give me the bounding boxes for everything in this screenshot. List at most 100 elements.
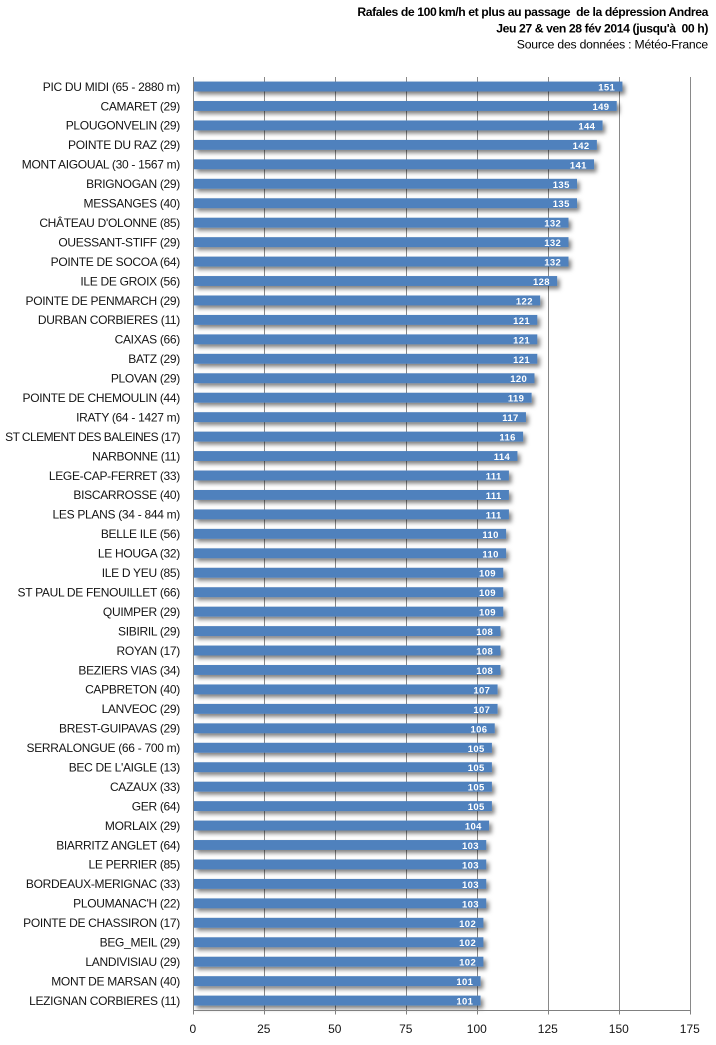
svg-text:117: 117 <box>502 413 518 424</box>
svg-text:121: 121 <box>513 335 530 346</box>
svg-text:0: 0 <box>189 1022 196 1036</box>
svg-text:LEZIGNAN CORBIERES (11): LEZIGNAN CORBIERES (11) <box>29 994 180 1008</box>
svg-text:109: 109 <box>479 588 496 599</box>
svg-text:141: 141 <box>570 160 587 171</box>
svg-text:122: 122 <box>516 296 533 307</box>
svg-text:BELLE ILE (56): BELLE ILE (56) <box>101 527 180 541</box>
svg-text:ST CLEMENT DES BALEINES (17): ST CLEMENT DES BALEINES (17) <box>5 430 180 444</box>
svg-text:50: 50 <box>328 1022 342 1036</box>
svg-text:Source des données : Météo-Fra: Source des données : Météo-France <box>517 38 709 52</box>
svg-text:LE PERRIER (85): LE PERRIER (85) <box>88 858 180 872</box>
svg-text:CAMARET (29): CAMARET (29) <box>100 99 180 113</box>
svg-text:CAIXAS (66): CAIXAS (66) <box>115 333 181 347</box>
svg-text:108: 108 <box>476 666 493 677</box>
svg-text:102: 102 <box>459 938 476 949</box>
svg-text:110: 110 <box>482 549 498 560</box>
svg-text:ILE D YEU (85): ILE D YEU (85) <box>102 566 181 580</box>
svg-text:108: 108 <box>476 627 493 638</box>
svg-text:MESSANGES (40): MESSANGES (40) <box>84 197 181 211</box>
svg-text:ST PAUL DE FENOUILLET (66): ST PAUL DE FENOUILLET (66) <box>18 585 181 599</box>
svg-text:BRIGNOGAN (29): BRIGNOGAN (29) <box>86 177 180 191</box>
svg-text:135: 135 <box>553 180 570 191</box>
svg-text:LES PLANS (34 - 844 m): LES PLANS (34 - 844 m) <box>53 508 181 522</box>
svg-text:111: 111 <box>486 510 502 521</box>
svg-text:111: 111 <box>486 471 502 482</box>
svg-text:BATZ (29): BATZ (29) <box>128 352 180 366</box>
svg-text:SIBIRIL (29): SIBIRIL (29) <box>118 624 180 638</box>
svg-text:100: 100 <box>467 1022 487 1036</box>
svg-text:Rafales de 100 km/h et plus au: Rafales de 100 km/h et plus au passage d… <box>357 5 708 19</box>
svg-text:128: 128 <box>533 277 550 288</box>
svg-text:142: 142 <box>573 141 590 152</box>
svg-text:109: 109 <box>479 608 496 619</box>
svg-text:106: 106 <box>471 724 488 735</box>
svg-text:120: 120 <box>510 374 527 385</box>
svg-text:ILE DE GROIX (56): ILE DE GROIX (56) <box>80 274 180 288</box>
svg-text:107: 107 <box>473 705 490 716</box>
svg-text:102: 102 <box>459 919 476 930</box>
svg-text:132: 132 <box>544 238 561 249</box>
svg-text:25: 25 <box>257 1022 271 1036</box>
svg-text:CAZAUX (33): CAZAUX (33) <box>110 780 180 794</box>
svg-text:PLOUGONVELIN (29): PLOUGONVELIN (29) <box>66 119 181 133</box>
svg-text:MONT DE MARSAN (40): MONT DE MARSAN (40) <box>51 974 180 988</box>
svg-text:151: 151 <box>598 83 615 94</box>
svg-text:POINTE DU RAZ (29): POINTE DU RAZ (29) <box>68 138 180 152</box>
svg-text:MORLAIX (29): MORLAIX (29) <box>105 819 180 833</box>
svg-text:BORDEAUX-MERIGNAC (33): BORDEAUX-MERIGNAC (33) <box>26 877 180 891</box>
svg-text:121: 121 <box>513 355 530 366</box>
svg-text:GER (64): GER (64) <box>132 799 181 813</box>
svg-text:BIARRITZ ANGLET (64): BIARRITZ ANGLET (64) <box>56 838 180 852</box>
svg-text:POINTE DE CHEMOULIN (44): POINTE DE CHEMOULIN (44) <box>23 391 181 405</box>
svg-text:DURBAN CORBIERES (11): DURBAN CORBIERES (11) <box>38 313 180 327</box>
svg-text:105: 105 <box>468 744 485 755</box>
svg-text:CAPBRETON (40): CAPBRETON (40) <box>85 683 180 697</box>
svg-text:MONT AIGOUAL (30 - 1567 m): MONT AIGOUAL (30 - 1567 m) <box>22 158 181 172</box>
svg-text:110: 110 <box>482 530 498 541</box>
svg-text:132: 132 <box>544 258 561 269</box>
svg-text:QUIMPER (29): QUIMPER (29) <box>103 605 180 619</box>
svg-text:135: 135 <box>553 199 570 210</box>
svg-text:132: 132 <box>544 219 561 230</box>
svg-text:BEZIERS VIAS (34): BEZIERS VIAS (34) <box>78 663 180 677</box>
svg-text:PLOUMANAC'H (22): PLOUMANAC'H (22) <box>73 897 180 911</box>
svg-text:175: 175 <box>680 1022 700 1036</box>
svg-text:103: 103 <box>462 841 479 852</box>
svg-text:Jeu 27 & ven 28 fév 2014 (jusq: Jeu 27 & ven 28 fév 2014 (jusqu'à 00 h) <box>496 22 708 36</box>
svg-text:125: 125 <box>538 1022 558 1036</box>
svg-text:103: 103 <box>462 860 479 871</box>
svg-text:149: 149 <box>593 102 610 113</box>
svg-text:102: 102 <box>459 958 476 969</box>
svg-text:105: 105 <box>468 783 485 794</box>
svg-text:109: 109 <box>479 569 496 580</box>
svg-text:SERRALONGUE (66 - 700 m): SERRALONGUE (66 - 700 m) <box>26 741 180 755</box>
svg-text:POINTE DE PENMARCH (29): POINTE DE PENMARCH (29) <box>26 294 181 308</box>
svg-text:103: 103 <box>462 880 479 891</box>
svg-text:108: 108 <box>476 647 493 658</box>
svg-text:IRATY (64 - 1427 m): IRATY (64 - 1427 m) <box>76 410 180 424</box>
svg-text:104: 104 <box>465 822 482 833</box>
svg-text:POINTE DE SOCOA (64): POINTE DE SOCOA (64) <box>51 255 181 269</box>
svg-text:BEG_MEIL (29): BEG_MEIL (29) <box>100 936 181 950</box>
svg-text:107: 107 <box>473 685 490 696</box>
svg-text:111: 111 <box>486 491 502 502</box>
svg-text:75: 75 <box>399 1022 413 1036</box>
svg-text:PLOVAN (29): PLOVAN (29) <box>111 372 180 386</box>
svg-text:LE HOUGA (32): LE HOUGA (32) <box>98 547 180 561</box>
svg-text:LANDIVISIAU (29): LANDIVISIAU (29) <box>85 955 180 969</box>
svg-text:BREST-GUIPAVAS (29): BREST-GUIPAVAS (29) <box>59 722 180 736</box>
svg-text:PIC DU MIDI (65 - 2880 m): PIC DU MIDI (65 - 2880 m) <box>43 80 181 94</box>
svg-text:ROYAN (17): ROYAN (17) <box>117 644 181 658</box>
svg-text:POINTE DE CHASSIRON (17): POINTE DE CHASSIRON (17) <box>23 916 180 930</box>
svg-text:LANVEOC (29): LANVEOC (29) <box>102 702 181 716</box>
svg-text:105: 105 <box>468 802 485 813</box>
svg-text:BISCARROSSE (40): BISCARROSSE (40) <box>73 488 180 502</box>
svg-text:144: 144 <box>578 121 595 132</box>
svg-text:116: 116 <box>499 433 515 444</box>
svg-text:BEC DE L'AIGLE (13): BEC DE L'AIGLE (13) <box>69 761 181 775</box>
svg-text:101: 101 <box>456 977 473 988</box>
svg-text:LEGE-CAP-FERRET (33): LEGE-CAP-FERRET (33) <box>49 469 180 483</box>
svg-text:119: 119 <box>508 394 524 405</box>
svg-text:105: 105 <box>468 763 485 774</box>
svg-text:150: 150 <box>609 1022 629 1036</box>
